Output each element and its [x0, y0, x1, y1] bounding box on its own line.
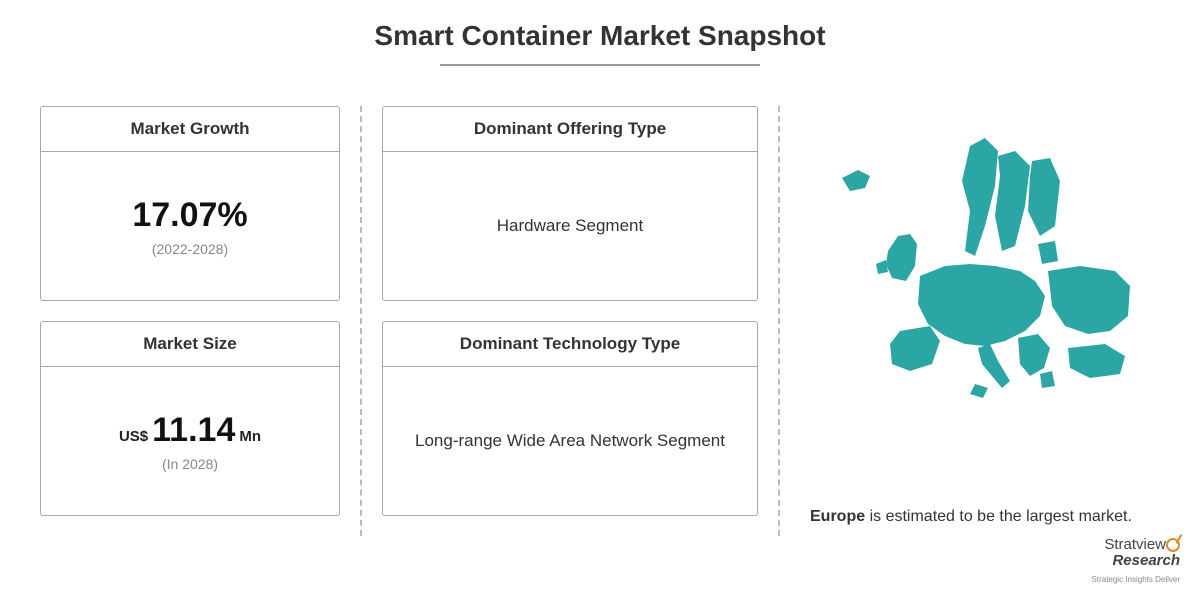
size-prefix: US$ — [119, 428, 148, 445]
logo-brand: Stratview — [1104, 536, 1166, 553]
content-row: Market Growth 17.07% (2022-2028) Market … — [40, 106, 1160, 536]
logo-tag: Strategic Insights Deliver — [1092, 575, 1180, 584]
market-growth-card: Market Growth 17.07% (2022-2028) — [40, 106, 340, 301]
europe-map-svg — [820, 116, 1140, 416]
left-column: Market Growth 17.07% (2022-2028) Market … — [40, 106, 340, 536]
region-rest: is estimated to be the largest market. — [865, 508, 1132, 525]
title-underline — [440, 64, 760, 66]
market-size-card: Market Size US$ 11.14 Mn (In 2028) — [40, 321, 340, 516]
size-number: 11.14 — [152, 411, 235, 450]
growth-number: 17.07% — [132, 196, 247, 235]
logo: Stratview Research Strategic Insights De… — [1092, 537, 1180, 587]
market-growth-body: 17.07% (2022-2028) — [41, 152, 339, 300]
technology-text: Long-range Wide Area Network Segment — [405, 429, 735, 453]
offering-text: Hardware Segment — [487, 214, 653, 238]
offering-card: Dominant Offering Type Hardware Segment — [382, 106, 758, 301]
market-growth-header: Market Growth — [41, 107, 339, 152]
offering-header: Dominant Offering Type — [383, 107, 757, 152]
region-text: Europe is estimated to be the largest ma… — [800, 508, 1160, 526]
right-column: Europe is estimated to be the largest ma… — [800, 106, 1160, 536]
size-period: (In 2028) — [162, 456, 218, 472]
technology-body: Long-range Wide Area Network Segment — [383, 367, 757, 515]
europe-map-icon — [820, 116, 1140, 416]
market-growth-value: 17.07% — [132, 196, 247, 235]
market-size-value: US$ 11.14 Mn — [119, 411, 261, 450]
region-bold: Europe — [810, 508, 865, 525]
logo-sub: Research — [1112, 552, 1180, 569]
market-size-header: Market Size — [41, 322, 339, 367]
technology-header: Dominant Technology Type — [383, 322, 757, 367]
growth-period: (2022-2028) — [152, 241, 228, 257]
size-suffix: Mn — [239, 428, 261, 445]
offering-body: Hardware Segment — [383, 152, 757, 300]
market-size-body: US$ 11.14 Mn (In 2028) — [41, 367, 339, 515]
mid-column: Dominant Offering Type Hardware Segment … — [360, 106, 780, 536]
target-icon — [1166, 538, 1180, 552]
technology-card: Dominant Technology Type Long-range Wide… — [382, 321, 758, 516]
page-title: Smart Container Market Snapshot — [40, 20, 1160, 52]
